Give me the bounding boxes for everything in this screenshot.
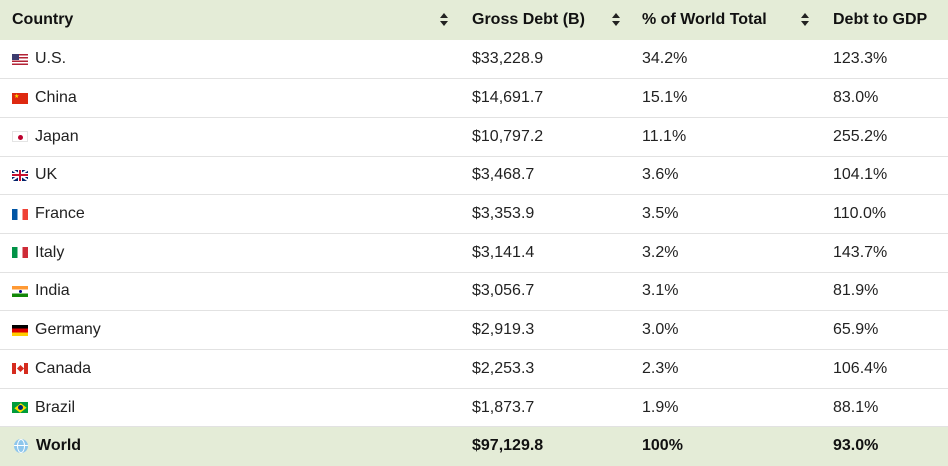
world-share: 3.1% bbox=[642, 282, 679, 300]
country-name: China bbox=[35, 89, 77, 107]
country-name: Japan bbox=[35, 127, 79, 145]
country-name: France bbox=[35, 205, 85, 223]
sort-icon[interactable] bbox=[440, 13, 448, 27]
table-row: ★ China $14,691.7 15.1% 83.0% bbox=[0, 79, 948, 118]
header-world-share[interactable]: % of World Total bbox=[630, 0, 821, 40]
table-row: Brazil $1,873.7 1.9% 88.1% bbox=[0, 388, 948, 427]
table-row: UK $3,468.7 3.6% 104.1% bbox=[0, 156, 948, 195]
world-share: 11.1% bbox=[642, 127, 687, 145]
world-share: 3.0% bbox=[642, 321, 679, 339]
brazil-flag-icon bbox=[12, 402, 28, 414]
gross-debt: $2,253.3 bbox=[472, 359, 535, 377]
country-name: Canada bbox=[35, 359, 92, 377]
gross-debt: $3,468.7 bbox=[472, 166, 535, 184]
table-row: France $3,353.9 3.5% 110.0% bbox=[0, 195, 948, 234]
gross-debt: $97,129.8 bbox=[472, 437, 544, 455]
india-flag-icon bbox=[12, 285, 28, 297]
header-country[interactable]: Country bbox=[0, 0, 460, 40]
table-row: Italy $3,141.4 3.2% 143.7% bbox=[0, 233, 948, 273]
debt-to-gdp: 255.2% bbox=[833, 127, 888, 145]
uk-flag-icon bbox=[12, 169, 28, 181]
gross-debt: $14,691.7 bbox=[472, 89, 544, 107]
france-flag-icon bbox=[12, 208, 28, 220]
us-flag-icon bbox=[12, 53, 28, 65]
globe-icon bbox=[14, 439, 28, 454]
world-share: 100% bbox=[642, 437, 683, 455]
debt-to-gdp: 143.7% bbox=[833, 243, 888, 261]
debt-to-gdp: 83.0% bbox=[833, 89, 879, 107]
table-header-row: Country Gross Debt (B) % of World Total … bbox=[0, 0, 948, 40]
table-row: Canada $2,253.3 2.3% 106.4% bbox=[0, 350, 948, 389]
debt-to-gdp: 88.1% bbox=[833, 398, 879, 416]
canada-flag-icon bbox=[12, 363, 28, 375]
sort-icon[interactable] bbox=[612, 13, 620, 27]
table-row: Japan $10,797.2 11.1% 255.2% bbox=[0, 117, 948, 157]
china-flag-icon: ★ bbox=[12, 92, 28, 104]
gross-debt: $3,353.9 bbox=[472, 205, 535, 223]
gross-debt: $2,919.3 bbox=[472, 321, 535, 339]
table-total-row: World $97,129.8 100% 93.0% bbox=[0, 426, 948, 466]
header-label: % of World Total bbox=[642, 11, 767, 28]
world-share: 34.2% bbox=[642, 50, 688, 68]
gross-debt: $10,797.2 bbox=[472, 127, 544, 145]
country-name: UK bbox=[35, 166, 58, 184]
world-share: 3.5% bbox=[642, 205, 679, 223]
debt-to-gdp: 81.9% bbox=[833, 282, 879, 300]
italy-flag-icon bbox=[12, 247, 28, 259]
debt-to-gdp: 65.9% bbox=[833, 321, 879, 339]
world-share: 3.6% bbox=[642, 166, 679, 184]
header-debt-to-gdp[interactable]: Debt to GDP bbox=[821, 0, 948, 40]
debt-to-gdp: 106.4% bbox=[833, 359, 888, 377]
gross-debt: $33,228.9 bbox=[472, 50, 544, 68]
sort-icon[interactable] bbox=[801, 13, 809, 27]
country-name: U.S. bbox=[35, 50, 67, 68]
header-label: Debt to GDP bbox=[833, 11, 928, 28]
debt-to-gdp: 110.0% bbox=[833, 205, 887, 223]
country-name: India bbox=[35, 282, 70, 300]
world-share: 1.9% bbox=[642, 398, 679, 416]
germany-flag-icon bbox=[12, 324, 28, 336]
debt-to-gdp: 93.0% bbox=[833, 437, 879, 455]
country-name: Brazil bbox=[35, 398, 76, 416]
country-name: Germany bbox=[35, 321, 101, 339]
world-share: 2.3% bbox=[642, 359, 679, 377]
debt-to-gdp: 104.1% bbox=[833, 166, 888, 184]
country-name: Italy bbox=[35, 243, 65, 261]
world-share: 3.2% bbox=[642, 243, 679, 261]
gross-debt: $3,056.7 bbox=[472, 282, 535, 300]
header-label: Gross Debt (B) bbox=[472, 11, 585, 28]
table-row: Germany $2,919.3 3.0% 65.9% bbox=[0, 311, 948, 350]
debt-to-gdp: 123.3% bbox=[833, 50, 888, 68]
gross-debt: $1,873.7 bbox=[472, 398, 535, 416]
country-name: World bbox=[36, 437, 82, 455]
japan-flag-icon bbox=[12, 131, 28, 143]
table-row: India $3,056.7 3.1% 81.9% bbox=[0, 272, 948, 311]
header-gross-debt[interactable]: Gross Debt (B) bbox=[460, 0, 630, 40]
table-row: U.S. $33,228.9 34.2% 123.3% bbox=[0, 40, 948, 79]
header-label: Country bbox=[12, 11, 74, 28]
world-share: 15.1% bbox=[642, 89, 688, 107]
gross-debt: $3,141.4 bbox=[472, 243, 535, 261]
